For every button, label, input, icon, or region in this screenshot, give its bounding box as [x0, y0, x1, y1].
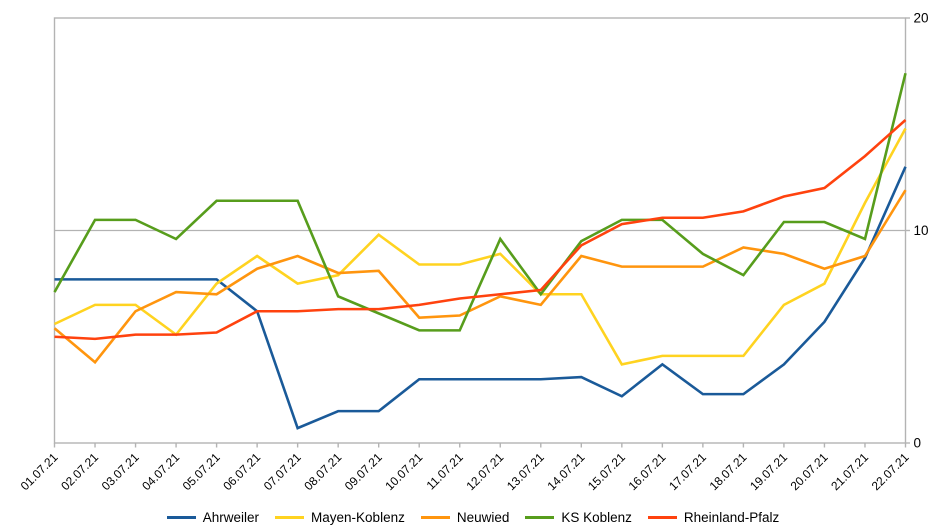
- series-line-rheinland-pfalz: [54, 119, 907, 341]
- x-axis-label-15: 16.07.21: [626, 450, 669, 493]
- x-axis-label-16: 17.07.21: [666, 450, 709, 493]
- series-line-ahrweiler: [54, 166, 907, 430]
- x-axis-label-6: 07.07.21: [261, 450, 304, 493]
- y-axis-label-20: 20: [914, 11, 929, 26]
- legend-line-swatch-rheinland-pfalz: [647, 515, 677, 519]
- legend-item-ks-koblenz: KS Koblenz: [525, 510, 632, 525]
- legend-label-mayen-koblenz: Mayen-Koblenz: [311, 509, 405, 525]
- legend-item-neuwied: Neuwied: [420, 509, 510, 525]
- x-axis-label-13: 14.07.21: [544, 450, 587, 493]
- legend-line-swatch-ahrweiler: [166, 515, 196, 519]
- y-axis-label-0: 0: [914, 436, 922, 451]
- chart-legend: Ahrweiler Mayen-Koblenz Neuwied KS Koble…: [0, 506, 946, 528]
- legend-label-neuwied: Neuwied: [456, 509, 510, 525]
- series-line-mayen-koblenz: [53, 127, 907, 366]
- x-axis-label-1: 02.07.21: [58, 450, 101, 493]
- legend-item-rheinland-pfalz: Rheinland-Pfalz: [647, 509, 780, 525]
- x-axis-label-2: 03.07.21: [99, 450, 142, 493]
- x-axis-label-11: 12.07.21: [463, 450, 506, 493]
- y-axis-label-10: 10: [914, 223, 929, 238]
- x-axis-label-18: 19.07.21: [747, 450, 790, 493]
- series-line-ks-koblenz: [53, 72, 907, 332]
- legend-label-rheinland-pfalz: Rheinland-Pfalz: [683, 509, 780, 525]
- legend-line-swatch-ks-koblenz: [525, 515, 555, 519]
- x-axis-label-0: 01.07.21: [18, 450, 61, 493]
- x-axis-label-17: 18.07.21: [707, 450, 750, 493]
- x-axis-label-4: 05.07.21: [180, 450, 223, 493]
- x-axis-label-5: 06.07.21: [220, 450, 263, 493]
- x-axis-label-21: 22.07.21: [869, 450, 912, 493]
- series-line-neuwied: [53, 189, 907, 365]
- x-axis-label-3: 04.07.21: [139, 450, 182, 493]
- legend-label-ks-koblenz: KS Koblenz: [561, 509, 632, 525]
- x-axis-label-10: 11.07.21: [424, 450, 467, 493]
- legend-line-swatch-neuwied: [420, 515, 450, 519]
- x-axis-label-8: 09.07.21: [342, 450, 385, 493]
- x-axis-label-12: 13.07.21: [504, 450, 547, 493]
- legend-label-ahrweiler: Ahrweiler: [202, 509, 260, 525]
- x-axis-label-19: 20.07.21: [788, 450, 831, 493]
- x-axis-label-9: 10.07.21: [382, 450, 425, 493]
- legend-line-swatch-mayen-koblenz: [275, 515, 305, 519]
- x-axis-label-20: 21.07.21: [828, 450, 871, 493]
- legend-item-ahrweiler: Ahrweiler: [166, 509, 260, 525]
- x-axis-label-7: 08.07.21: [301, 450, 344, 493]
- legend-item-mayen-koblenz: Mayen-Koblenz: [275, 510, 405, 525]
- x-axis-label-14: 15.07.21: [585, 450, 628, 493]
